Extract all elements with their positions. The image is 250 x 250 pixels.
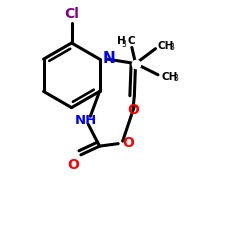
Text: 3: 3: [170, 43, 174, 52]
Text: O: O: [123, 136, 134, 150]
Text: 3: 3: [173, 74, 178, 83]
Text: N: N: [103, 51, 116, 66]
Text: NH: NH: [75, 114, 97, 126]
Text: H: H: [117, 36, 126, 46]
Text: 3: 3: [121, 40, 126, 49]
Text: C: C: [128, 36, 136, 46]
Text: CH: CH: [162, 72, 178, 82]
Text: CH: CH: [158, 41, 174, 51]
Text: Cl: Cl: [64, 6, 79, 20]
Text: O: O: [127, 102, 139, 117]
Text: O: O: [67, 158, 79, 172]
